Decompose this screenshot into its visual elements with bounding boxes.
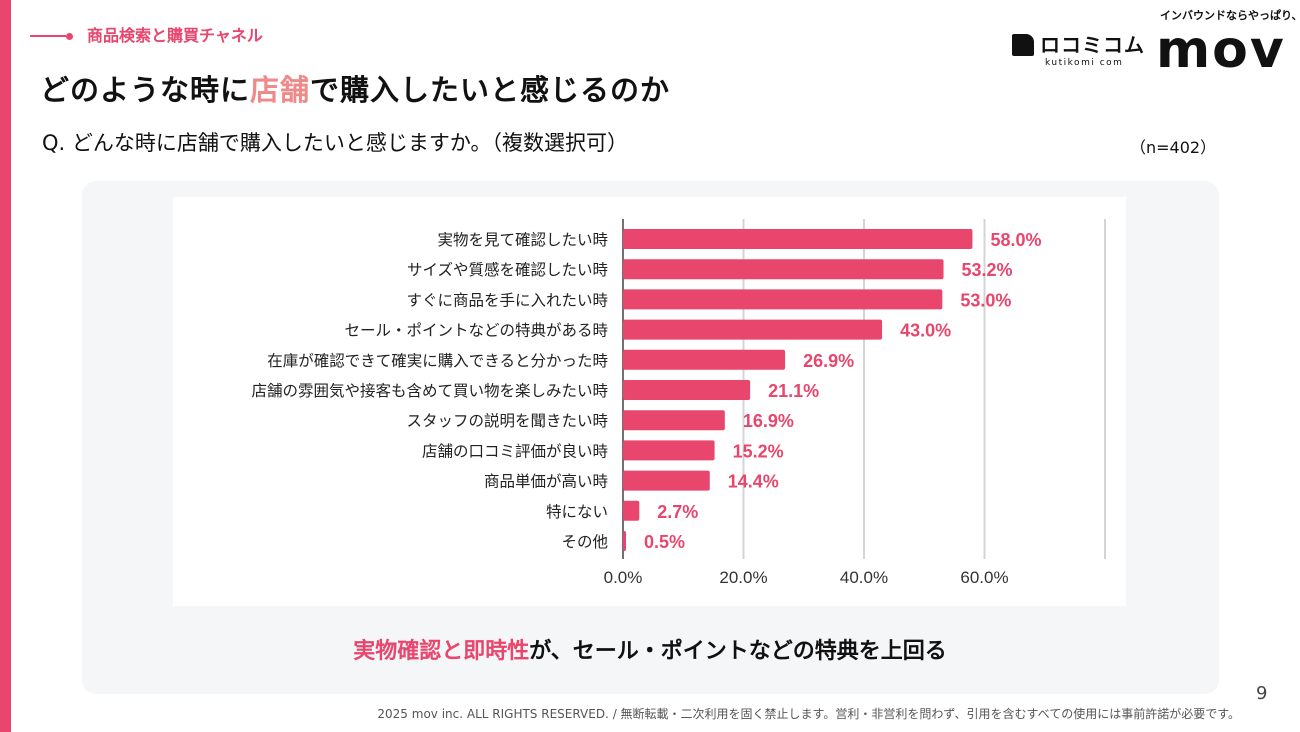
bar — [623, 319, 883, 340]
category-label: 店舗の口コミ評価が良い時 — [422, 442, 608, 460]
category-label: スタッフの説明を聞きたい時 — [406, 412, 608, 430]
data-label: 14.4% — [728, 472, 779, 492]
data-label: 26.9% — [803, 351, 854, 371]
title-before: どのような時に — [40, 73, 251, 107]
bar — [623, 531, 627, 551]
bar — [623, 349, 786, 370]
section-dot — [66, 32, 73, 40]
data-label: 58.0% — [990, 230, 1041, 250]
x-tick-label: 20.0% — [719, 568, 767, 587]
category-label: 店舗の雰囲気や接客も含めて買い物を楽しみたい時 — [251, 382, 608, 400]
bar — [623, 380, 751, 400]
bar — [623, 500, 640, 521]
sample-size: （n=402） — [1130, 138, 1217, 157]
category-label: その他 — [561, 533, 608, 551]
data-label: 2.7% — [657, 502, 698, 522]
bar — [623, 229, 973, 249]
bar — [623, 289, 943, 310]
category-label: 在庫が確認できて確実に購入できると分かった時 — [267, 352, 608, 370]
kutikomi-logo-sub: kutikomi com — [1045, 58, 1124, 68]
kutikomi-logo-text: ロコミコム — [1040, 33, 1145, 57]
data-label: 43.0% — [900, 321, 951, 341]
copyright-footer: 2025 mov inc. ALL RIGHTS RESERVED. / 無断転… — [377, 707, 1240, 721]
question-text: Q. どんな時に店舗で購入したいと感じますか。（複数選択可） — [42, 131, 628, 155]
section-label-text: 商品検索と購買チャネル — [87, 26, 263, 45]
x-tick-label: 0.0% — [604, 568, 643, 587]
data-label: 53.0% — [960, 290, 1011, 310]
category-label: サイズや質感を確認したい時 — [407, 261, 608, 279]
data-label: 21.1% — [768, 381, 819, 401]
data-label: 15.2% — [733, 441, 784, 461]
page-title: どのような時に店舗で購入したいと感じるのか — [40, 72, 670, 108]
bar — [623, 440, 715, 461]
data-label: 53.2% — [962, 260, 1013, 280]
section-label: 商品検索と購買チャネル — [30, 26, 263, 46]
bar-chart: 0.0% 20.0% 40.0% 60.0% 実物を見て確認したい時 58.0% サイズや質… — [251, 219, 1106, 587]
chart-panel: 0.0% 20.0% 40.0% 60.0% 実物を見て確認したい時 58.0% サイズや質… — [173, 197, 1126, 606]
section-line — [30, 35, 66, 37]
mov-logo: mov — [1156, 20, 1286, 80]
category-label: 実物を見て確認したい時 — [437, 231, 608, 249]
title-after: で購入したいと感じるのか — [310, 73, 671, 107]
x-tick-label: 60.0% — [960, 568, 1008, 587]
category-label: セール・ポイントなどの特典がある時 — [344, 322, 608, 340]
mov-tagline: インバウンドならやっぱり、 — [1160, 9, 1300, 22]
title-highlight: 店舗 — [250, 73, 311, 107]
category-label: 特にない — [546, 503, 608, 521]
bar — [623, 410, 725, 431]
category-label: 商品単価が高い時 — [484, 473, 608, 491]
page-number: 9 — [1256, 683, 1268, 704]
summary-highlight: 実物確認と即時性 — [353, 639, 530, 664]
kutikomi-logo: ロコミコム kutikomi com — [1012, 33, 1145, 70]
data-label: 0.5% — [644, 532, 685, 552]
category-label: すぐに商品を手に入れたい時 — [406, 291, 608, 309]
summary-text: 実物確認と即時性が、セール・ポイントなどの特典を上回る — [0, 638, 1300, 666]
accent-stripe — [0, 0, 11, 732]
kutikomi-logo-row: ロコミコム — [1012, 33, 1145, 57]
x-tick-label: 40.0% — [840, 568, 888, 587]
bar — [623, 470, 710, 491]
bar — [623, 259, 944, 280]
speech-bubble-icon — [1012, 34, 1034, 56]
data-label: 16.9% — [743, 411, 794, 431]
summary-rest: が、セール・ポイントなどの特典を上回る — [529, 639, 947, 664]
